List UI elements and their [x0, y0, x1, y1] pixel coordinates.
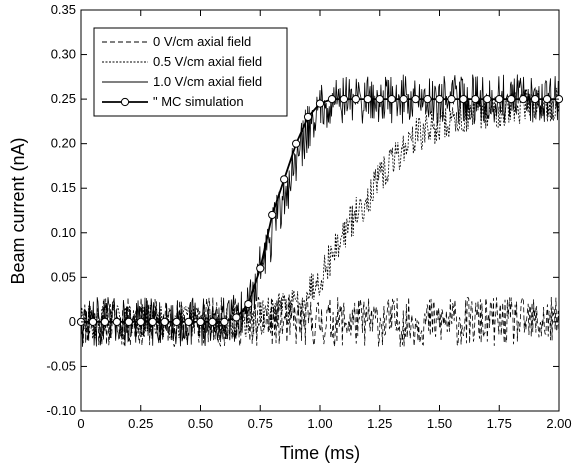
mc-marker — [280, 175, 289, 184]
mc-marker — [507, 95, 516, 104]
mc-marker — [447, 95, 456, 104]
y-tick-label: 0.05 — [51, 269, 76, 284]
legend-label: " MC simulation — [153, 94, 244, 109]
mc-marker — [208, 317, 217, 326]
mc-marker — [184, 317, 193, 326]
x-tick-label: 0.50 — [188, 416, 213, 431]
mc-marker — [160, 317, 169, 326]
mc-marker — [531, 95, 540, 104]
y-tick-label: 0.35 — [51, 2, 76, 17]
mc-marker — [459, 95, 468, 104]
mc-marker — [483, 95, 492, 104]
mc-marker — [303, 112, 313, 122]
mc-marker — [100, 317, 110, 326]
mc-marker — [363, 95, 372, 104]
y-tick-label: 0.30 — [51, 47, 76, 62]
mc-marker — [112, 317, 121, 326]
legend: 0 V/cm axial field 0.5 V/cm axial field 1.… — [93, 27, 288, 117]
legend-marker — [120, 97, 130, 107]
y-axis-title: Beam current (nA) — [8, 137, 28, 284]
y-tick-label: 0.10 — [51, 225, 76, 240]
series-line — [80, 74, 560, 347]
mc-marker — [387, 95, 396, 104]
x-tick-label: 1.75 — [487, 416, 512, 431]
mc-marker — [339, 95, 348, 104]
legend-label: 0.5 V/cm axial field — [153, 54, 262, 69]
marker-layer — [76, 95, 564, 326]
mc-marker — [327, 95, 337, 104]
tick-layer: 0 0.25 0.50 0.75 1.00 1.25 1.50 1.75 2.00 -0.10 -0… — [46, 2, 571, 431]
mc-marker — [148, 317, 157, 326]
mc-marker — [220, 317, 229, 326]
mc-marker — [315, 99, 325, 108]
x-tick-label: 1.50 — [427, 416, 452, 431]
mc-marker — [435, 95, 444, 104]
mc-marker — [244, 299, 253, 309]
mc-marker — [124, 317, 133, 326]
mc-marker — [268, 210, 277, 220]
y-tick-label: 0.20 — [51, 136, 76, 151]
mc-marker — [399, 95, 408, 104]
legend-label: 1.0 V/cm axial field — [153, 74, 262, 89]
mc-marker — [136, 317, 145, 326]
y-tick-label: 0.15 — [51, 180, 76, 195]
mc-marker — [423, 95, 432, 104]
x-tick-label: 2.00 — [546, 416, 571, 431]
legend-label: 0 V/cm axial field — [153, 34, 251, 49]
series-line — [80, 296, 560, 347]
mc-marker — [172, 317, 181, 326]
x-tick-label: 0 — [77, 416, 84, 431]
x-tick-label: 1.25 — [367, 416, 392, 431]
y-tick-label: -0.10 — [46, 403, 76, 418]
mc-marker — [411, 95, 420, 104]
mc-marker — [519, 95, 528, 104]
mc-marker — [292, 139, 301, 148]
mc-marker — [351, 95, 360, 104]
x-tick-label: 1.00 — [307, 416, 332, 431]
mc-marker — [471, 95, 480, 104]
mc-marker — [542, 95, 552, 104]
y-tick-label: 0 — [69, 314, 76, 329]
y-tick-label: -0.05 — [46, 358, 76, 373]
mc-marker — [375, 95, 384, 104]
mc-marker — [232, 313, 241, 322]
y-tick-label: 0.25 — [51, 91, 76, 106]
x-axis-title: Time (ms) — [280, 443, 360, 463]
x-tick-label: 0.75 — [248, 416, 273, 431]
mc-marker — [495, 95, 504, 104]
mc-marker — [88, 317, 98, 326]
mc-marker — [196, 317, 205, 326]
mc-marker — [256, 264, 265, 273]
x-tick-label: 0.25 — [128, 416, 153, 431]
